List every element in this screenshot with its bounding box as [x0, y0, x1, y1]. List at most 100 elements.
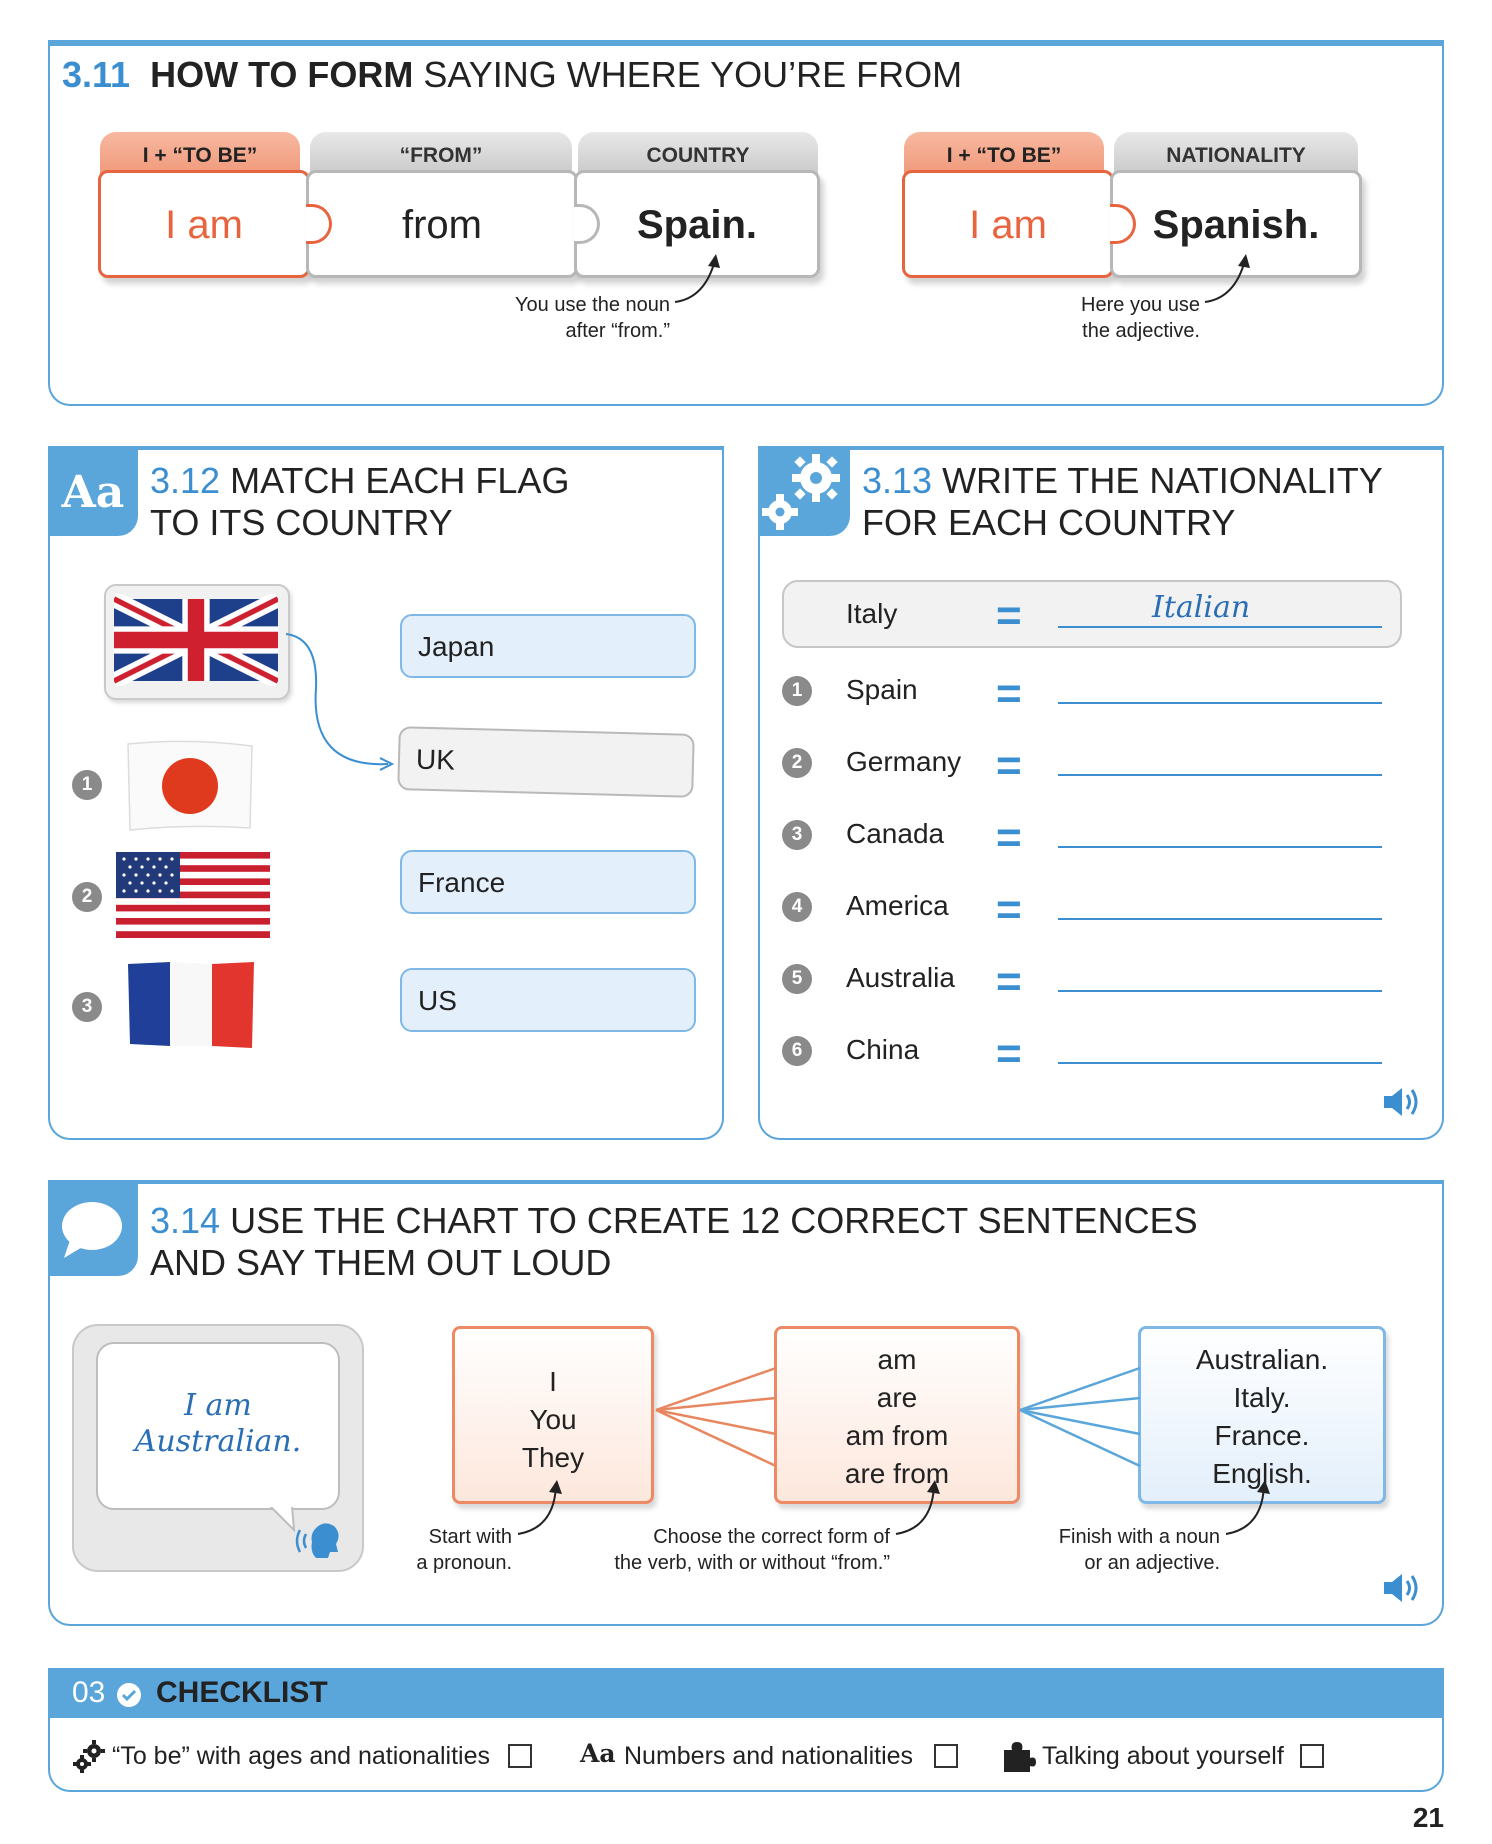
checklist-body [48, 1718, 1444, 1792]
bubble-line: I am [184, 1388, 252, 1423]
note-line: Finish with a noun [1058, 1526, 1220, 1548]
answer-input-australia[interactable] [1058, 958, 1382, 992]
tab-from: “FROM” [310, 132, 572, 176]
ending: Australian. [1195, 1344, 1329, 1375]
checklist-item-to-be: “To be” with ages and nationalities [112, 1742, 491, 1770]
section-number: 3.12 [150, 460, 221, 501]
country-name: Spain [846, 674, 918, 705]
checklist-title: CHECKLIST [156, 1676, 328, 1709]
speaker-icon[interactable] [1382, 1084, 1422, 1120]
note-line: Here you use [1081, 294, 1200, 316]
section-number: 3.11 [62, 54, 131, 95]
title-line: TO ITS COUNTRY [150, 502, 453, 543]
ending: France. [1214, 1420, 1310, 1451]
section-3-12-title: 3.12 MATCH EACH FLAG TO ITS COUNTRY [150, 460, 569, 544]
answer-input-america[interactable] [1058, 886, 1382, 920]
speaker-icon[interactable] [1382, 1570, 1422, 1606]
puzzle-piece-spanish: Spanish. [1110, 170, 1362, 278]
country-box-uk[interactable]: UK [397, 726, 695, 798]
speech-bubble-icon [62, 1202, 122, 1258]
note-adjective: Here you use the adjective. [1010, 292, 1200, 344]
country-name: Canada [846, 818, 945, 849]
pronoun-box: I You They [452, 1326, 654, 1504]
answer-line-example [1058, 594, 1382, 628]
section-3-13 [758, 446, 1444, 1140]
tab-i-to-be-2: I + “TO BE” [904, 132, 1104, 176]
checklist-header: 03 [72, 1672, 105, 1714]
tab-country: COUNTRY [578, 132, 818, 176]
note-line: or an adjective. [1084, 1552, 1220, 1574]
checkbox-numbers[interactable] [934, 1744, 958, 1768]
gears-icon [73, 1740, 105, 1773]
number-badge: 4 [782, 892, 812, 922]
number-badge: 2 [72, 882, 102, 912]
note-line: the adjective. [1082, 320, 1200, 342]
connector-lines [655, 1366, 1141, 1468]
section-3-14-title: 3.14 USE THE CHART TO CREATE 12 CORRECT … [150, 1200, 1198, 1284]
title-line: FOR EACH COUNTRY [862, 502, 1236, 543]
note-arrow [517, 1480, 562, 1535]
checklist-item-yourself: Talking about yourself [1042, 1742, 1284, 1770]
aa-icon: Aa [580, 1739, 616, 1768]
puzzle-icon [1004, 1742, 1036, 1772]
ending: Italy. [1233, 1382, 1291, 1413]
answer-input-germany[interactable] [1058, 742, 1382, 776]
note-line: You use the noun [515, 294, 670, 316]
checklist-bar [48, 1668, 1444, 1718]
title-line: USE THE CHART TO CREATE 12 CORRECT SENTE… [220, 1200, 1198, 1241]
france-flag-icon [128, 962, 254, 1048]
country-box-france[interactable]: France [400, 850, 696, 914]
number-badge: 3 [782, 820, 812, 850]
note-line: the verb, with or without “from.” [614, 1552, 890, 1574]
page-number: 21 [1412, 1802, 1444, 1833]
example-country: Italy [846, 598, 898, 629]
puzzle-piece-i-am: I am [98, 170, 310, 278]
checklist-number: 03 [72, 1676, 106, 1709]
equals-sign: = [996, 1029, 1022, 1078]
bubble-line: Australian. [134, 1424, 302, 1459]
equals-sign: = [996, 957, 1022, 1006]
equals-sign: = [996, 741, 1022, 790]
note-arrow [1225, 1480, 1270, 1535]
check-circle-icon [117, 1683, 141, 1707]
speech-bubble: I am Australian. [96, 1342, 340, 1510]
note-line: Choose the correct form of [653, 1526, 890, 1548]
checkbox-yourself[interactable] [1300, 1744, 1324, 1768]
note-pronoun: Start with a pronoun. [388, 1524, 512, 1576]
example-answer: Italian [1152, 590, 1251, 625]
answer-input-china[interactable] [1058, 1030, 1382, 1064]
note-ending: Finish with a noun or an adjective. [1020, 1524, 1220, 1576]
speaking-head-icon [295, 1523, 339, 1558]
equals-sign: = [996, 669, 1022, 718]
section-number: 3.14 [150, 1200, 221, 1241]
note-arrow [674, 254, 720, 303]
puzzle-knob [1110, 204, 1136, 244]
number-badge: 2 [782, 748, 812, 778]
puzzle-piece-spain: Spain. [574, 170, 820, 278]
country-box-japan[interactable]: Japan [400, 614, 696, 678]
verb-form: am from [845, 1420, 949, 1451]
note-arrow [1204, 254, 1250, 303]
tab-i-to-be: I + “TO BE” [100, 132, 300, 176]
uk-flag-icon [114, 594, 278, 686]
answer-input-canada[interactable] [1058, 814, 1382, 848]
section-3-13-title: 3.13 WRITE THE NATIONALITY FOR EACH COUN… [862, 460, 1383, 544]
answer-input-spain[interactable] [1058, 670, 1382, 704]
speech-icon [48, 1184, 138, 1276]
aa-icon: Aa [48, 450, 138, 536]
title-line: AND SAY THEM OUT LOUD [150, 1242, 612, 1283]
equals-sign: = [996, 591, 1022, 640]
note-line: a pronoun. [416, 1552, 512, 1574]
us-flag-icon [116, 852, 270, 938]
title-line: MATCH EACH FLAG [220, 460, 570, 501]
ending: English. [1212, 1458, 1312, 1489]
number-badge: 6 [782, 1036, 812, 1066]
aa-icon-text: Aa [61, 467, 125, 518]
checkbox-to-be[interactable] [508, 1744, 532, 1768]
country-name: Australia [846, 962, 955, 993]
pronoun: I [549, 1366, 557, 1397]
country-box-us[interactable]: US [400, 968, 696, 1032]
verb-form: are from [844, 1458, 950, 1489]
note-noun: You use the noun after “from.” [480, 292, 670, 344]
pronoun: They [521, 1442, 585, 1473]
